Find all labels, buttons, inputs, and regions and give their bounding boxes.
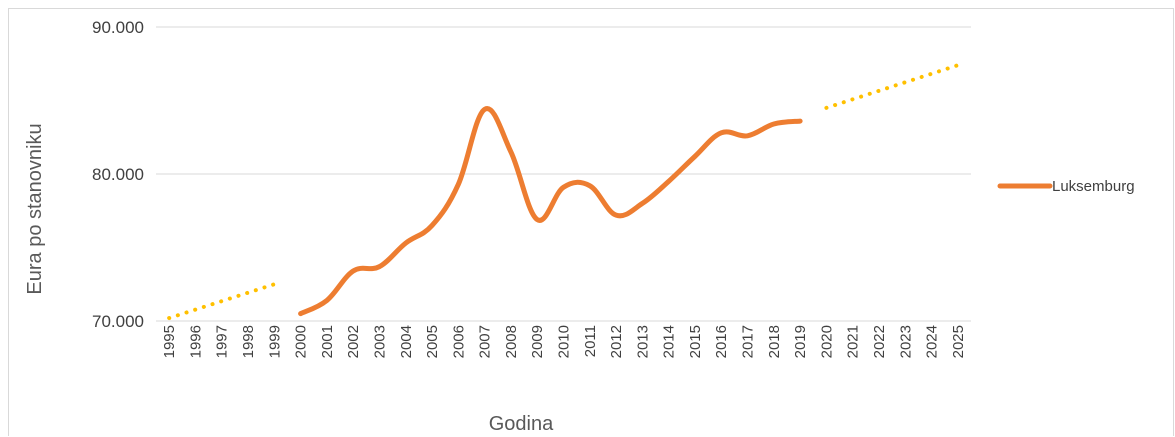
x-tick-label: 2021 — [845, 325, 862, 358]
y-tick-labels: 70.000 80.000 90.000 — [92, 18, 144, 331]
x-tick-label: 2024 — [924, 325, 941, 358]
x-tick-label: 1999 — [266, 325, 283, 358]
x-tick-label: 2011 — [582, 325, 599, 357]
y-axis-title: Eura po stanovniku — [24, 123, 46, 294]
x-tick-label: 2014 — [661, 325, 678, 358]
gridlines — [156, 26, 971, 322]
x-tick-label: 2017 — [740, 325, 757, 358]
legend: Luksemburg — [997, 178, 1135, 195]
x-tick-label: 2003 — [371, 325, 388, 358]
series-lines — [167, 63, 960, 321]
x-tick-label: 2006 — [450, 325, 467, 358]
x-tick-label: 2020 — [818, 325, 835, 358]
x-tick-label: 2004 — [398, 325, 415, 358]
x-tick-label: 2018 — [766, 325, 783, 358]
x-tick-label: 2012 — [608, 325, 625, 358]
series-line-luksemburg — [298, 106, 803, 317]
x-tick-label: 2008 — [503, 325, 520, 358]
x-tick-label: 2019 — [792, 325, 809, 358]
x-tick-label: 1997 — [214, 325, 231, 358]
x-tick-label: 2023 — [897, 325, 914, 358]
x-tick-label: 2002 — [345, 325, 362, 358]
x-tick-label: 2010 — [556, 325, 573, 358]
x-tick-label: 1996 — [187, 325, 204, 358]
x-tick-label: 2005 — [424, 325, 441, 358]
y-tick-label: 80.000 — [92, 165, 144, 184]
x-tick-label: 2025 — [950, 325, 967, 358]
x-tick-labels: 1995 1996 1997 1998 1999 2000 2001 2002 2003 2004… — [161, 325, 967, 358]
x-tick-label: 2013 — [634, 325, 651, 358]
x-tick-label: 2001 — [319, 325, 336, 358]
x-tick-label: 2016 — [713, 325, 730, 358]
x-tick-label: 2007 — [477, 325, 494, 358]
legend-label-luksemburg: Luksemburg — [1052, 178, 1135, 195]
chart-container: 70.000 80.000 90.000 1995 1996 1997 1998 1999 2… — [8, 8, 1174, 436]
x-tick-label: 2009 — [529, 325, 546, 358]
x-tick-label: 2015 — [687, 325, 704, 358]
y-tick-label: 90.000 — [92, 18, 144, 37]
y-tick-label: 70.000 — [92, 312, 144, 331]
x-tick-label: 1995 — [161, 325, 178, 358]
x-axis-title: Godina — [489, 413, 554, 435]
x-tick-label: 2022 — [871, 325, 888, 358]
trend-line-dotted — [824, 63, 960, 110]
trend-line-dotted — [167, 282, 277, 321]
x-tick-label: 2000 — [293, 325, 310, 358]
x-tick-label: 1998 — [240, 325, 257, 358]
line-chart: 70.000 80.000 90.000 1995 1996 1997 1998 1999 2… — [24, 18, 1135, 435]
